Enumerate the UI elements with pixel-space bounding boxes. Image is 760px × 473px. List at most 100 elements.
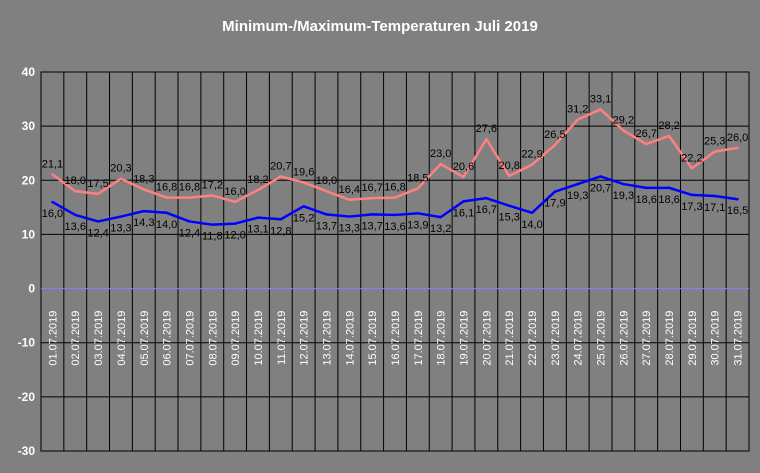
min-temperature-label: 15,2 [293,212,314,224]
max-temperature-point [622,129,625,132]
min-temperature-point [279,218,283,221]
x-tick-label: 06.07.2019 [162,311,174,366]
max-temperature-point [325,189,328,193]
max-temperature-point [302,181,305,184]
max-temperature-point [348,198,351,201]
max-temperature-point [279,175,283,178]
min-temperature-label: 18,6 [636,194,657,206]
x-tick-label: 23.07.2019 [550,311,562,366]
min-temperature-point [439,215,442,219]
min-temperature-label: 14,3 [133,217,154,229]
x-tick-label: 11.07.2019 [276,311,288,365]
max-temperature-label: 19,6 [293,166,314,178]
max-temperature-label: 20,8 [498,160,519,172]
min-temperature-point [507,204,511,207]
max-temperature-label: 18,2 [247,174,268,186]
min-temperature-label: 16,5 [727,205,748,217]
x-tick-label: 14.07.2019 [344,311,356,366]
max-temperature-point [416,187,420,190]
data-labels: 21,118,0 17,520,318,316,8 16,8 17,216,018,2… [42,93,749,242]
x-tick-label: 28.07.2019 [664,311,676,366]
min-temperature-point [188,220,191,223]
min-temperature-point [736,198,739,201]
x-tick-label: 22.07.2019 [527,311,539,366]
max-temperature-point [393,196,397,199]
max-temperature-label: 23,0 [430,148,451,160]
max-temperature-point [119,177,123,180]
y-tick-label: 20 [22,173,36,187]
x-tick-label: 08.07.2019 [207,311,219,366]
max-temperature-point [439,162,442,166]
min-temperature-point [599,175,602,178]
max-temperature-point [462,175,465,179]
min-temperature-label: 13,3 [339,223,360,235]
max-temperature-label: 17,2 [202,179,223,191]
x-tick-label: 19.07.2019 [459,311,471,366]
max-temperature-label: 18,3 [133,173,154,185]
series-lines [51,108,739,226]
min-temperature-label: 14,0 [156,219,177,231]
y-tick-label: 40 [22,65,36,79]
min-temperature-label: 13,1 [247,224,268,236]
max-temperature-point [370,196,374,200]
max-temperature-label: 20,3 [110,163,131,175]
min-temperature-label: 12,0 [224,230,245,242]
y-tick-label: -30 [18,444,36,458]
chart-title: Minimum-/Maximum-Temperaturen Juli 2019 [222,18,538,35]
min-temperature-point [645,186,648,190]
min-temperature-label: 15,3 [498,212,519,224]
max-temperature-point [690,167,694,170]
min-temperature-label: 17,3 [681,201,702,213]
max-temperature-point [530,163,534,166]
max-temperature-label: 18,5 [407,172,428,184]
min-temperature-point [142,209,145,213]
min-temperature-point [51,200,54,204]
min-temperature-point [576,182,579,186]
min-temperature-label: 13,6 [384,221,405,233]
max-temperature-point [165,196,168,199]
max-temperature-label: 16,4 [339,184,360,196]
x-tick-label: 04.07.2019 [116,311,128,366]
max-temperature-label: 21,1 [42,158,63,170]
x-tick-label: 10.07.2019 [253,311,265,366]
max-temperature-point [233,200,237,204]
min-temperature-point [119,215,123,218]
min-temperature-point [256,216,260,219]
x-tick-label: 13.07.2019 [321,311,333,366]
min-temperature-label: 12,8 [270,225,291,237]
max-temperature-label: 26,5 [544,129,565,141]
x-tick-label: 15.07.2019 [367,311,379,366]
min-temperature-label: 19,3 [567,190,588,202]
min-temperature-point [96,220,100,223]
min-temperature-point [690,193,694,197]
max-temperature-label: 16,8 [179,182,200,194]
x-axis-ticks: 01.07.2019 02.07.2019 03.07.2019 04.07.2019… [47,311,744,366]
min-temperature-label: 17,1 [704,202,725,214]
x-tick-label: 27.07.2019 [641,311,653,366]
max-temperature-point [96,192,100,196]
max-temperature-point [142,188,145,191]
max-temperature-point [485,137,488,141]
min-temperature-point [416,212,420,215]
max-temperature-label: 22,9 [521,149,542,161]
max-temperature-label: 33,1 [590,93,611,105]
max-temperature-label: 18,0 [65,175,86,187]
min-temperature-label: 20,7 [590,182,611,194]
x-tick-label: 18.07.2019 [436,311,448,366]
y-tick-label: 30 [22,119,36,133]
min-temperature-label: 17,9 [544,198,565,210]
x-tick-label: 17.07.2019 [413,311,425,366]
y-tick-label: -10 [18,336,36,350]
min-temperature-point [485,196,488,200]
min-temperature-label: 13,7 [316,220,337,232]
min-temperature-point [393,213,397,217]
max-temperature-point [576,118,579,121]
max-temperature-point [507,174,511,178]
min-temperature-label: 13,9 [407,219,428,231]
max-temperature-label: 16,8 [384,182,405,194]
max-temperature-label: 26,7 [636,128,657,140]
min-temperature-point [530,211,534,214]
min-temperature-point [553,190,557,193]
max-temperature-label: 27,6 [476,123,497,135]
